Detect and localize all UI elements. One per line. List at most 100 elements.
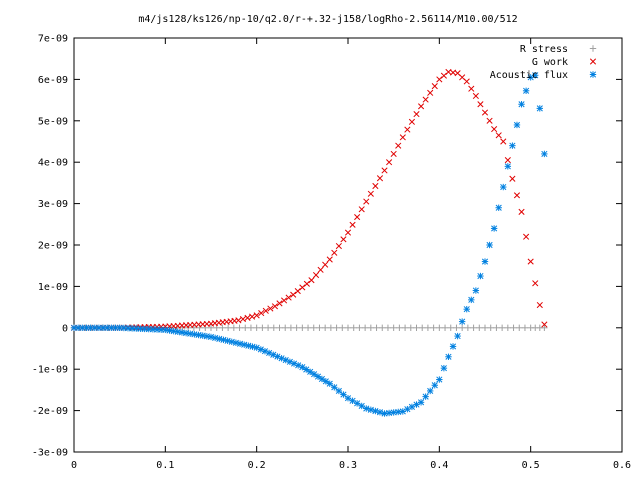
data-point bbox=[445, 353, 452, 360]
data-point bbox=[350, 324, 357, 331]
x-tick-label: 0.1 bbox=[156, 460, 174, 471]
y-tick-label: 0 bbox=[62, 323, 68, 334]
data-point bbox=[224, 324, 232, 331]
data-point bbox=[249, 313, 256, 320]
data-point bbox=[513, 121, 521, 129]
data-point bbox=[476, 324, 483, 331]
data-point bbox=[422, 96, 429, 103]
data-point bbox=[265, 349, 273, 357]
x-tick-label: 0 bbox=[71, 460, 77, 471]
data-point bbox=[504, 324, 512, 331]
data-point bbox=[481, 258, 489, 265]
data-point bbox=[513, 192, 521, 199]
data-point bbox=[430, 324, 437, 331]
data-point bbox=[367, 406, 375, 413]
data-point bbox=[491, 126, 498, 133]
data-point bbox=[321, 324, 329, 331]
data-point bbox=[322, 261, 329, 268]
data-point bbox=[280, 297, 288, 304]
data-point bbox=[349, 221, 356, 228]
data-point bbox=[532, 72, 539, 79]
legend-label: R stress bbox=[520, 44, 568, 55]
data-point bbox=[509, 142, 516, 149]
data-point bbox=[431, 83, 438, 90]
data-point bbox=[235, 317, 242, 324]
data-point bbox=[500, 183, 507, 191]
data-point bbox=[536, 301, 543, 309]
data-point bbox=[219, 324, 226, 331]
data-point bbox=[247, 324, 255, 331]
data-point bbox=[436, 376, 443, 383]
data-point bbox=[481, 109, 489, 116]
data-point bbox=[299, 324, 306, 331]
data-point bbox=[195, 331, 202, 339]
data-point bbox=[472, 287, 480, 294]
data-point bbox=[532, 280, 539, 287]
data-point bbox=[408, 118, 416, 125]
data-point bbox=[431, 382, 438, 389]
data-point bbox=[495, 132, 502, 139]
data-point bbox=[490, 225, 498, 232]
data-point bbox=[372, 182, 379, 190]
data-point bbox=[417, 103, 425, 110]
data-point bbox=[384, 324, 392, 331]
data-point bbox=[516, 324, 523, 331]
y-tick-label: 6e-09 bbox=[38, 75, 68, 86]
data-point bbox=[486, 241, 493, 249]
data-point bbox=[536, 105, 543, 112]
data-point bbox=[258, 310, 265, 317]
data-point bbox=[236, 324, 243, 331]
data-point bbox=[290, 291, 297, 298]
data-point bbox=[340, 236, 347, 243]
data-point bbox=[527, 258, 534, 265]
data-point bbox=[230, 324, 238, 331]
chart-title: m4/js128/ks126/np-10/q2.0/r-+.32-j158/lo… bbox=[138, 14, 517, 25]
data-point bbox=[401, 324, 409, 331]
data-point bbox=[335, 387, 343, 395]
data-point bbox=[427, 387, 434, 395]
data-point bbox=[404, 126, 411, 133]
data-point bbox=[326, 256, 333, 263]
data-point bbox=[331, 249, 338, 256]
data-point bbox=[267, 305, 274, 312]
data-point bbox=[495, 204, 502, 211]
data-point bbox=[316, 324, 323, 331]
data-point bbox=[477, 101, 484, 108]
data-point bbox=[440, 72, 447, 79]
data-point bbox=[373, 324, 380, 331]
data-point bbox=[372, 407, 379, 415]
data-point bbox=[270, 324, 277, 331]
data-point bbox=[396, 324, 403, 331]
y-tick-label: -3e-09 bbox=[32, 448, 68, 459]
data-point bbox=[354, 213, 361, 221]
data-point bbox=[253, 324, 260, 331]
data-point bbox=[413, 324, 420, 331]
x-tick-label: 0.3 bbox=[339, 460, 357, 471]
data-point bbox=[509, 175, 516, 182]
data-point bbox=[453, 324, 460, 331]
data-point bbox=[264, 324, 272, 331]
data-point bbox=[340, 391, 347, 398]
x-tick-label: 0.2 bbox=[248, 460, 266, 471]
data-point bbox=[386, 159, 393, 166]
data-point bbox=[390, 324, 397, 331]
data-point bbox=[242, 324, 249, 331]
data-point bbox=[477, 272, 484, 280]
data-point bbox=[363, 405, 370, 412]
legend-marker bbox=[589, 58, 597, 65]
data-point bbox=[463, 78, 470, 85]
data-point bbox=[413, 110, 420, 118]
data-point bbox=[463, 305, 470, 313]
x-tick-label: 0.5 bbox=[522, 460, 540, 471]
data-point bbox=[276, 300, 283, 307]
data-point bbox=[162, 326, 169, 334]
data-point bbox=[304, 324, 312, 331]
data-series bbox=[70, 68, 548, 417]
data-point bbox=[312, 271, 320, 279]
data-point bbox=[518, 208, 525, 215]
data-point bbox=[299, 363, 306, 371]
y-tick-label: 7e-09 bbox=[38, 34, 68, 45]
data-point bbox=[419, 324, 426, 331]
data-point bbox=[504, 157, 511, 164]
